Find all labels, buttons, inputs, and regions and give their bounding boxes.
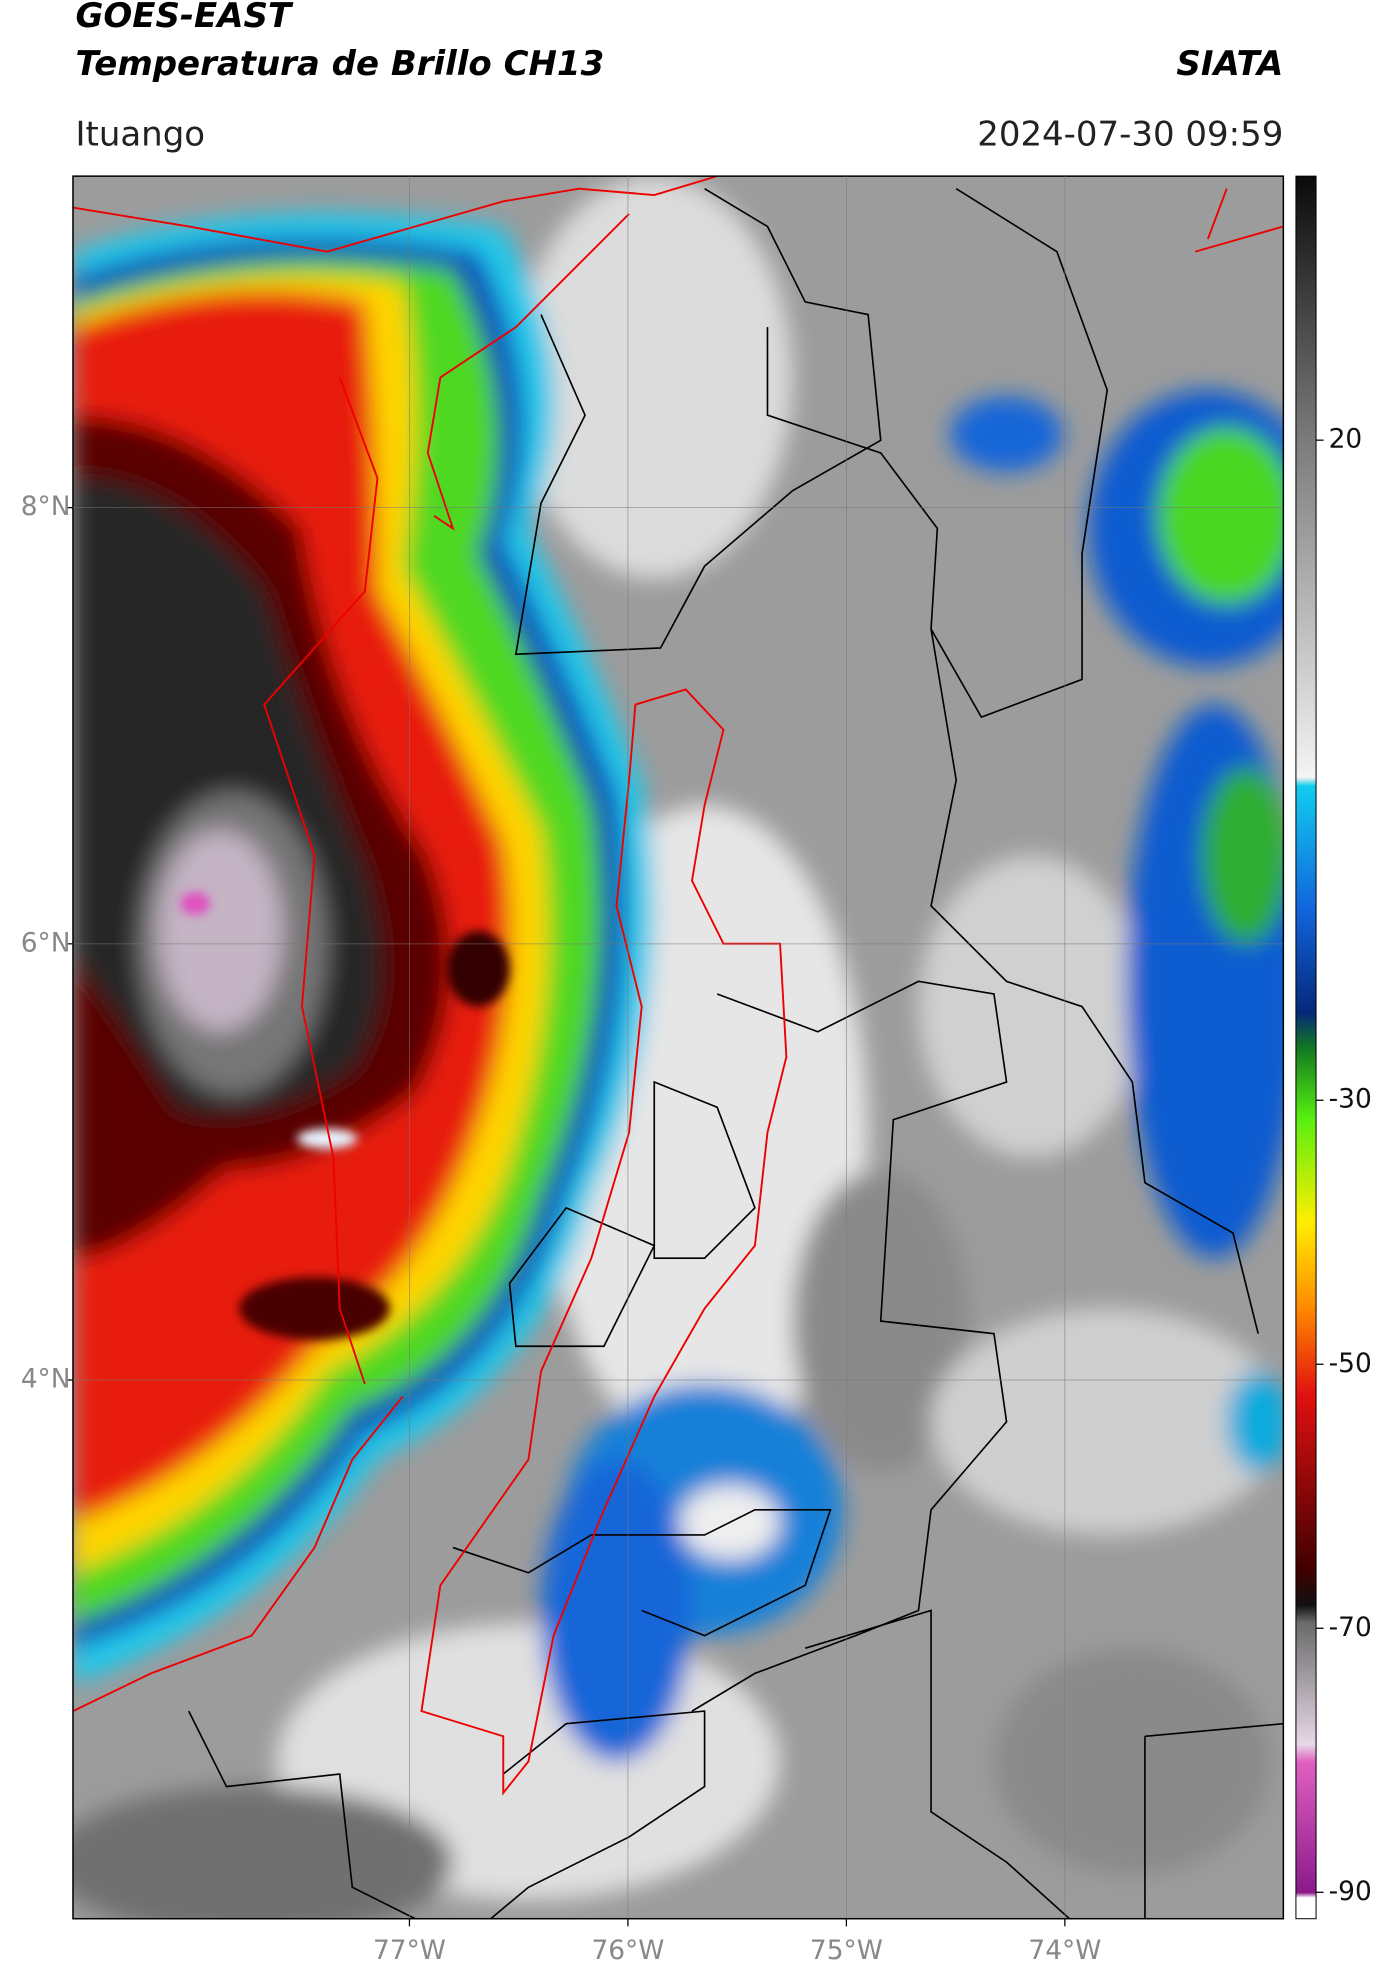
source: SIATA [1176,44,1283,84]
datetime: 2024-07-30 09:59 [977,114,1283,154]
lon-label: 74°W [1028,1935,1101,1966]
lon-label: 75°W [810,1935,883,1966]
subtitle: Temperatura de Brillo CH13 [75,44,604,84]
colorbar-label: -90 [1329,1876,1372,1907]
colorbar-label: -50 [1329,1348,1372,1379]
map-frame [72,175,1285,1920]
lat-label: 8°N [21,491,71,522]
colorbar-label: 20 [1329,424,1363,455]
satellite-image [72,176,1284,1919]
colorbar-label: -30 [1329,1084,1372,1115]
lat-label: 4°N [21,1364,71,1395]
colorbar [1295,175,1317,1920]
location: Ituango [75,114,205,154]
lon-label: 77°W [373,1935,446,1966]
colorbar-label: -70 [1329,1612,1372,1643]
lat-label: 6°N [21,927,71,958]
title: GOES-EAST [75,0,293,36]
lon-label: 76°W [591,1935,664,1966]
